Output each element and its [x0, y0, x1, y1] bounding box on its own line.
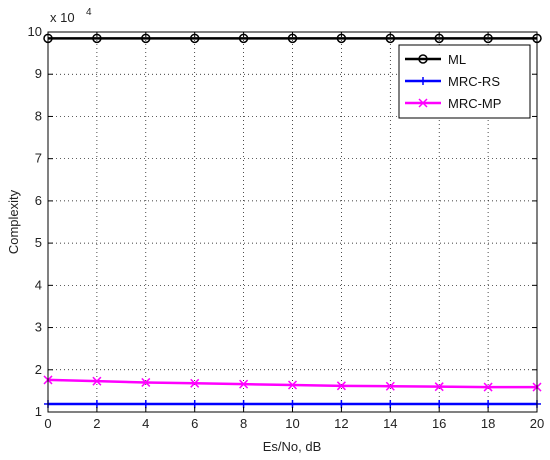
y-tick-label: 4: [35, 277, 42, 292]
y-tick-label: 7: [35, 151, 42, 166]
x-tick-label: 0: [44, 416, 51, 431]
y-tick-label: 9: [35, 66, 42, 81]
data-point-mrc-rs: [435, 399, 444, 408]
data-point-mrc-rs: [484, 399, 493, 408]
x-tick-label: 18: [481, 416, 495, 431]
data-point-mrc-mp: [239, 379, 249, 389]
data-point-mrc-rs: [239, 399, 248, 408]
legend-item-ml: ML: [405, 52, 466, 67]
x-tick-label: 16: [432, 416, 446, 431]
y-tick-label: 5: [35, 235, 42, 250]
x-tick-label: 4: [142, 416, 149, 431]
x-axis-label: Es/No, dB: [263, 439, 322, 454]
y-multiplier-exponent: 4: [86, 7, 92, 18]
data-point-mrc-rs: [141, 399, 150, 408]
y-tick-label: 3: [35, 320, 42, 335]
x-tick-label: 12: [334, 416, 348, 431]
data-point-mrc-rs: [92, 399, 101, 408]
data-point-mrc-mp: [385, 381, 395, 391]
y-tick-label: 1: [35, 404, 42, 419]
x-tick-label: 2: [93, 416, 100, 431]
y-tick-label: 10: [28, 24, 42, 39]
x-tick-label: 8: [240, 416, 247, 431]
legend-label-mrc-rs: MRC-RS: [448, 74, 500, 89]
legend-item-mrc-mp: MRC-MP: [405, 96, 501, 111]
data-point-mrc-mp: [336, 381, 346, 391]
data-point-mrc-mp: [141, 377, 151, 387]
legend: ML MRC-RS MRC-MP: [398, 44, 531, 119]
legend-marker-mrc-rs: [419, 77, 427, 85]
y-axis-label: Complexity: [6, 189, 21, 254]
x-tick-label: 14: [383, 416, 397, 431]
grid-layer: [48, 32, 537, 412]
data-point-mrc-rs: [288, 399, 297, 408]
legend-marker-ml: [418, 54, 428, 64]
x-tick-label: 10: [285, 416, 299, 431]
x-tick-label: 6: [191, 416, 198, 431]
legend-marker-mrc-mp: [418, 98, 428, 108]
data-point-mrc-mp: [434, 382, 444, 392]
data-point-mrc-mp: [190, 378, 200, 388]
x-tick-label: 20: [530, 416, 544, 431]
y-tick-label: 2: [35, 362, 42, 377]
labels-layer: x 10 4 Es/No, dB Complexity: [6, 7, 321, 454]
legend-items: ML MRC-RS MRC-MP: [405, 52, 501, 111]
data-point-mrc-mp: [92, 376, 102, 386]
data-point-mrc-rs: [337, 399, 346, 408]
y-tick-label: 6: [35, 193, 42, 208]
data-point-mrc-mp: [287, 380, 298, 390]
legend-label-ml: ML: [448, 52, 466, 67]
data-point-mrc-rs: [386, 399, 395, 408]
data-point-mrc-rs: [190, 399, 199, 408]
y-tick-label: 8: [35, 108, 42, 123]
legend-item-mrc-rs: MRC-RS: [405, 74, 500, 89]
series-mrc-rs: [44, 399, 541, 408]
y-multiplier-label: x 10: [50, 10, 75, 25]
data-point-mrc-mp: [483, 382, 493, 392]
legend-label-mrc-mp: MRC-MP: [448, 96, 501, 111]
